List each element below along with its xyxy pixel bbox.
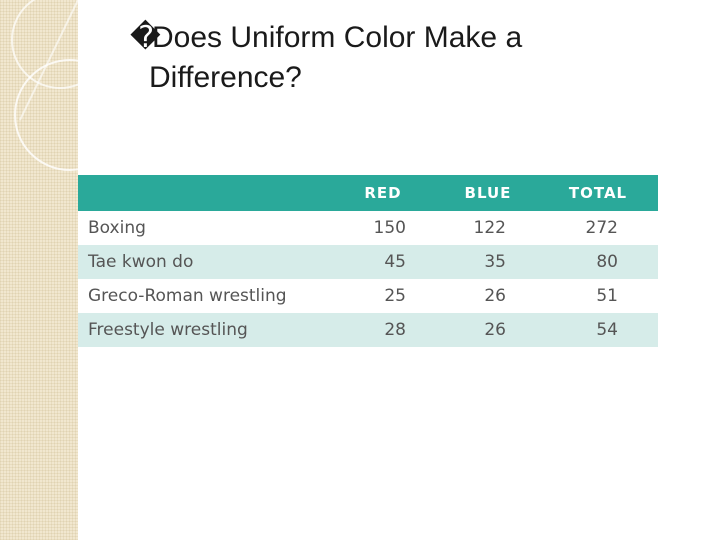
title-line-2: Difference?	[149, 61, 302, 94]
table-row: Tae kwon do 45 35 80	[78, 245, 658, 279]
header-blue: BLUE	[464, 184, 512, 202]
cell-red: 28	[384, 320, 406, 340]
title-line-1: Does Uniform Color Make a	[152, 21, 523, 54]
cell-total: 80	[596, 252, 618, 272]
data-table: RED BLUE TOTAL Boxing 150 122 272 Tae kw…	[78, 175, 658, 347]
header-total: TOTAL	[568, 184, 628, 202]
bullet-glyph: �	[130, 21, 161, 54]
table-row: Freestyle wrestling 28 26 54	[78, 313, 658, 347]
cell-blue: 122	[473, 218, 506, 238]
header-red: RED	[364, 184, 402, 202]
cell-blue: 26	[484, 286, 506, 306]
table-header-row: RED BLUE TOTAL	[78, 175, 658, 211]
cell-total: 54	[596, 320, 618, 340]
cell-red: 45	[384, 252, 406, 272]
cell-total: 51	[596, 286, 618, 306]
cell-red: 150	[373, 218, 406, 238]
cell-total: 272	[585, 218, 618, 238]
decorative-side-band	[0, 0, 78, 540]
row-label: Tae kwon do	[88, 252, 194, 272]
row-label: Greco-Roman wrestling	[88, 286, 287, 306]
cell-blue: 35	[484, 252, 506, 272]
decorative-circles	[11, 0, 78, 171]
header-label	[78, 175, 328, 211]
cell-blue: 26	[484, 320, 506, 340]
row-label: Boxing	[88, 218, 146, 238]
slide-title: �Does Uniform Color Make a Difference?	[130, 18, 690, 98]
table-row: Boxing 150 122 272	[78, 211, 658, 245]
row-label: Freestyle wrestling	[88, 320, 248, 340]
table-row: Greco-Roman wrestling 25 26 51	[78, 279, 658, 313]
uniform-color-table: RED BLUE TOTAL Boxing 150 122 272 Tae kw…	[78, 175, 658, 347]
cell-red: 25	[384, 286, 406, 306]
